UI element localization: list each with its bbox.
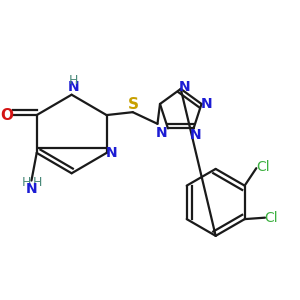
Text: H: H: [22, 176, 31, 188]
Text: Cl: Cl: [265, 211, 278, 225]
Text: N: N: [201, 97, 213, 111]
Text: N: N: [106, 146, 118, 160]
Text: N: N: [26, 182, 37, 196]
Text: O: O: [1, 108, 13, 123]
Text: S: S: [128, 97, 139, 112]
Text: Cl: Cl: [256, 160, 269, 174]
Text: H: H: [33, 176, 42, 188]
Text: H: H: [68, 74, 78, 87]
Text: N: N: [178, 80, 190, 94]
Text: N: N: [156, 126, 167, 140]
Text: N: N: [67, 80, 79, 94]
Text: N: N: [190, 128, 202, 142]
